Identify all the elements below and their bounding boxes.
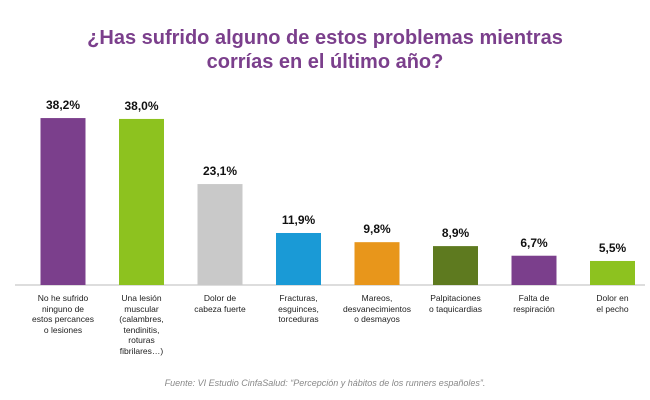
x-tick-label: Dolor en el pecho [596,293,629,314]
value-label: 11,9% [281,212,316,227]
x-tick-label: Mareos, desvanecimientos o desmayos [342,293,412,324]
bar [119,118,164,285]
x-tick-label: No he sufrido ninguno de estos percances… [32,293,94,335]
chart-title: ¿Has sufrido alguno de estos problemas m… [87,27,563,73]
bar [354,242,400,285]
x-tick-label: Palpitaciones o taquicardias [429,293,482,314]
x-tick-label: Una lesión muscular (calambres, tendinit… [119,293,164,356]
value-label: 23,1% [202,164,238,179]
bar [197,184,243,285]
bar [433,246,478,285]
source-note: Fuente: VI Estudio CinfaSalud: “Percepci… [164,378,486,388]
bar [511,255,557,285]
x-tick-label: Dolor de cabeza fuerte [194,293,246,314]
bar [40,118,86,285]
x-tick-label: Fracturas, esguinces, torceduras [278,293,319,324]
value-label: 6,7% [520,235,548,250]
value-label: 38,2% [45,98,81,113]
bar [590,260,635,285]
value-label: 8,9% [441,226,470,241]
x-tick-label: Falta de respiración [513,293,555,314]
value-label: 38,0% [124,98,159,113]
bar [276,232,321,285]
value-label: 5,5% [598,240,627,255]
value-label: 9,8% [363,222,391,237]
